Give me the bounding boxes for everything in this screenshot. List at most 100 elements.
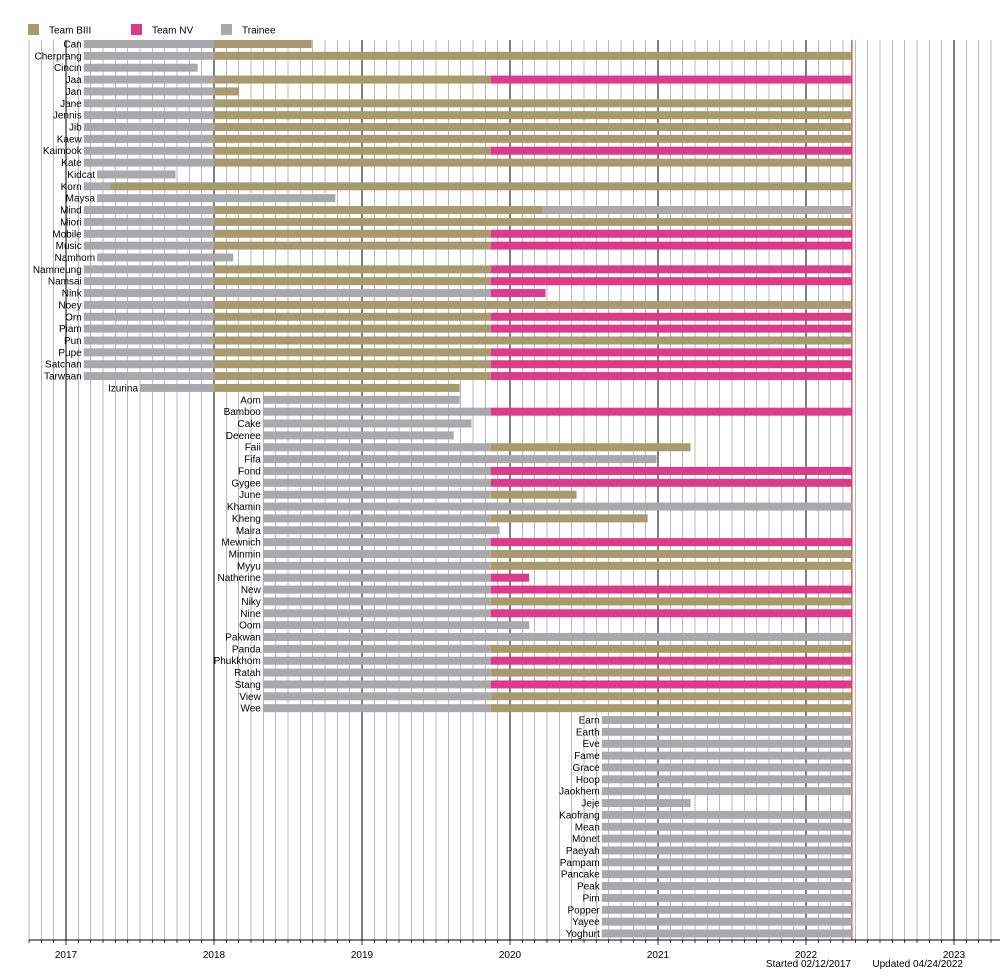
x-tick-label: 2018 [203,950,226,961]
bar-bnk [490,644,852,653]
row-label: Cincin [54,63,82,74]
bar-trainee [262,621,530,630]
row-label: Stang [235,680,261,691]
bar-nv [490,538,852,547]
bar-trainee [262,478,491,487]
bar-bnk [214,123,852,132]
row-label: Namhom [55,253,96,264]
row-labels: CanCherprangCincinJaaJanJaneJennisJibKae… [33,40,601,941]
row-label: Gygee [231,478,261,489]
bar-bnk [490,561,852,570]
bar-bnk [214,241,491,250]
row-label: Cherprang [34,51,81,62]
x-tick-label: 2022 [795,950,818,961]
bar-trainee [97,170,176,179]
bar-trainee [262,597,491,606]
row-label: Yayee [572,917,600,928]
bar-trainee [262,668,491,677]
row-label: Mewnich [221,538,260,549]
legend-label-trainee: Trainee [242,26,276,37]
bar-trainee [83,40,214,48]
bar-nv [490,146,852,155]
bars [83,40,852,938]
row-label: Fame [574,751,600,762]
row-label: Aom [240,395,261,406]
bar-trainee [262,656,491,665]
legend-swatch-nv [131,24,142,35]
bar-bnk [214,146,491,155]
bar-nv [490,265,852,274]
bar-bnk [490,692,852,701]
bar-trainee [262,633,852,641]
row-label: Mean [575,822,600,833]
bar-trainee [140,383,214,392]
bar-nv [490,372,852,381]
bar-nv [490,680,852,689]
bar-bnk [490,597,852,606]
row-label: Satchan [45,360,82,371]
bar-nv [490,585,852,594]
row-label: Kidcat [67,170,95,181]
bar-trainee [83,289,491,298]
bar-trainee [83,63,198,72]
bar-nv [490,75,852,84]
bar-trainee [601,739,852,748]
bar-trainee [262,704,491,713]
row-label: Jib [69,123,82,134]
bar-trainee [83,324,214,333]
row-label: Music [56,241,82,252]
bar-trainee [601,822,852,831]
bar-trainee [601,751,852,760]
bar-trainee [262,561,491,570]
row-label: Izurina [108,383,138,394]
legend-label-nv: Team NV [152,26,193,37]
bar-bnk [214,360,491,369]
row-label: Khamin [227,502,261,513]
row-label: Nink [62,289,83,300]
row-label: Jan [66,87,82,98]
row-label: Kaew [57,134,83,145]
bar-trainee [262,573,491,582]
row-label: Phukkhom [214,656,261,667]
x-tick-label: 2023 [943,950,966,961]
row-label: Eve [583,739,601,750]
bar-trainee [83,229,214,238]
row-label: Earth [576,727,600,738]
row-label: Faii [245,443,261,454]
row-label: Wee [240,704,261,715]
row-label: Hoop [576,775,600,786]
bar-trainee [83,348,214,357]
row-label: Can [63,40,81,51]
bar-bnk [214,99,852,108]
bar-trainee [97,253,234,262]
bar-trainee [83,206,214,215]
bar-trainee [601,716,852,725]
bar-nv [490,277,852,286]
bar-bnk [490,668,852,677]
row-label: Pakwan [225,633,261,644]
bar-nv [490,324,852,333]
row-label: Jaokhem [559,787,600,798]
row-label: Maysa [66,194,96,205]
legend-swatch-bnk [28,24,39,35]
bar-trainee [83,182,111,191]
updated-date: Updated 04/24/2022 [872,959,963,970]
bar-trainee [262,466,491,475]
x-axis: 2017 2018 2019 2020 2021 2022 2023 [28,939,1000,961]
bar-trainee [601,834,852,843]
row-label: Monet [572,834,600,845]
bar-trainee [262,419,472,428]
bar-bnk [214,134,852,143]
bar-bnk [214,336,852,345]
bar-trainee [83,158,214,167]
row-label: Pampam [560,858,600,869]
bar-trainee [601,763,852,772]
row-label: Fifa [244,455,261,466]
bar-bnk [214,51,852,60]
row-label: Natherine [217,573,261,584]
bar-trainee [83,146,214,155]
bar-trainee [83,75,214,84]
bar-trainee [83,360,214,369]
bar-bnk [214,217,852,226]
row-label: Grace [573,763,601,774]
